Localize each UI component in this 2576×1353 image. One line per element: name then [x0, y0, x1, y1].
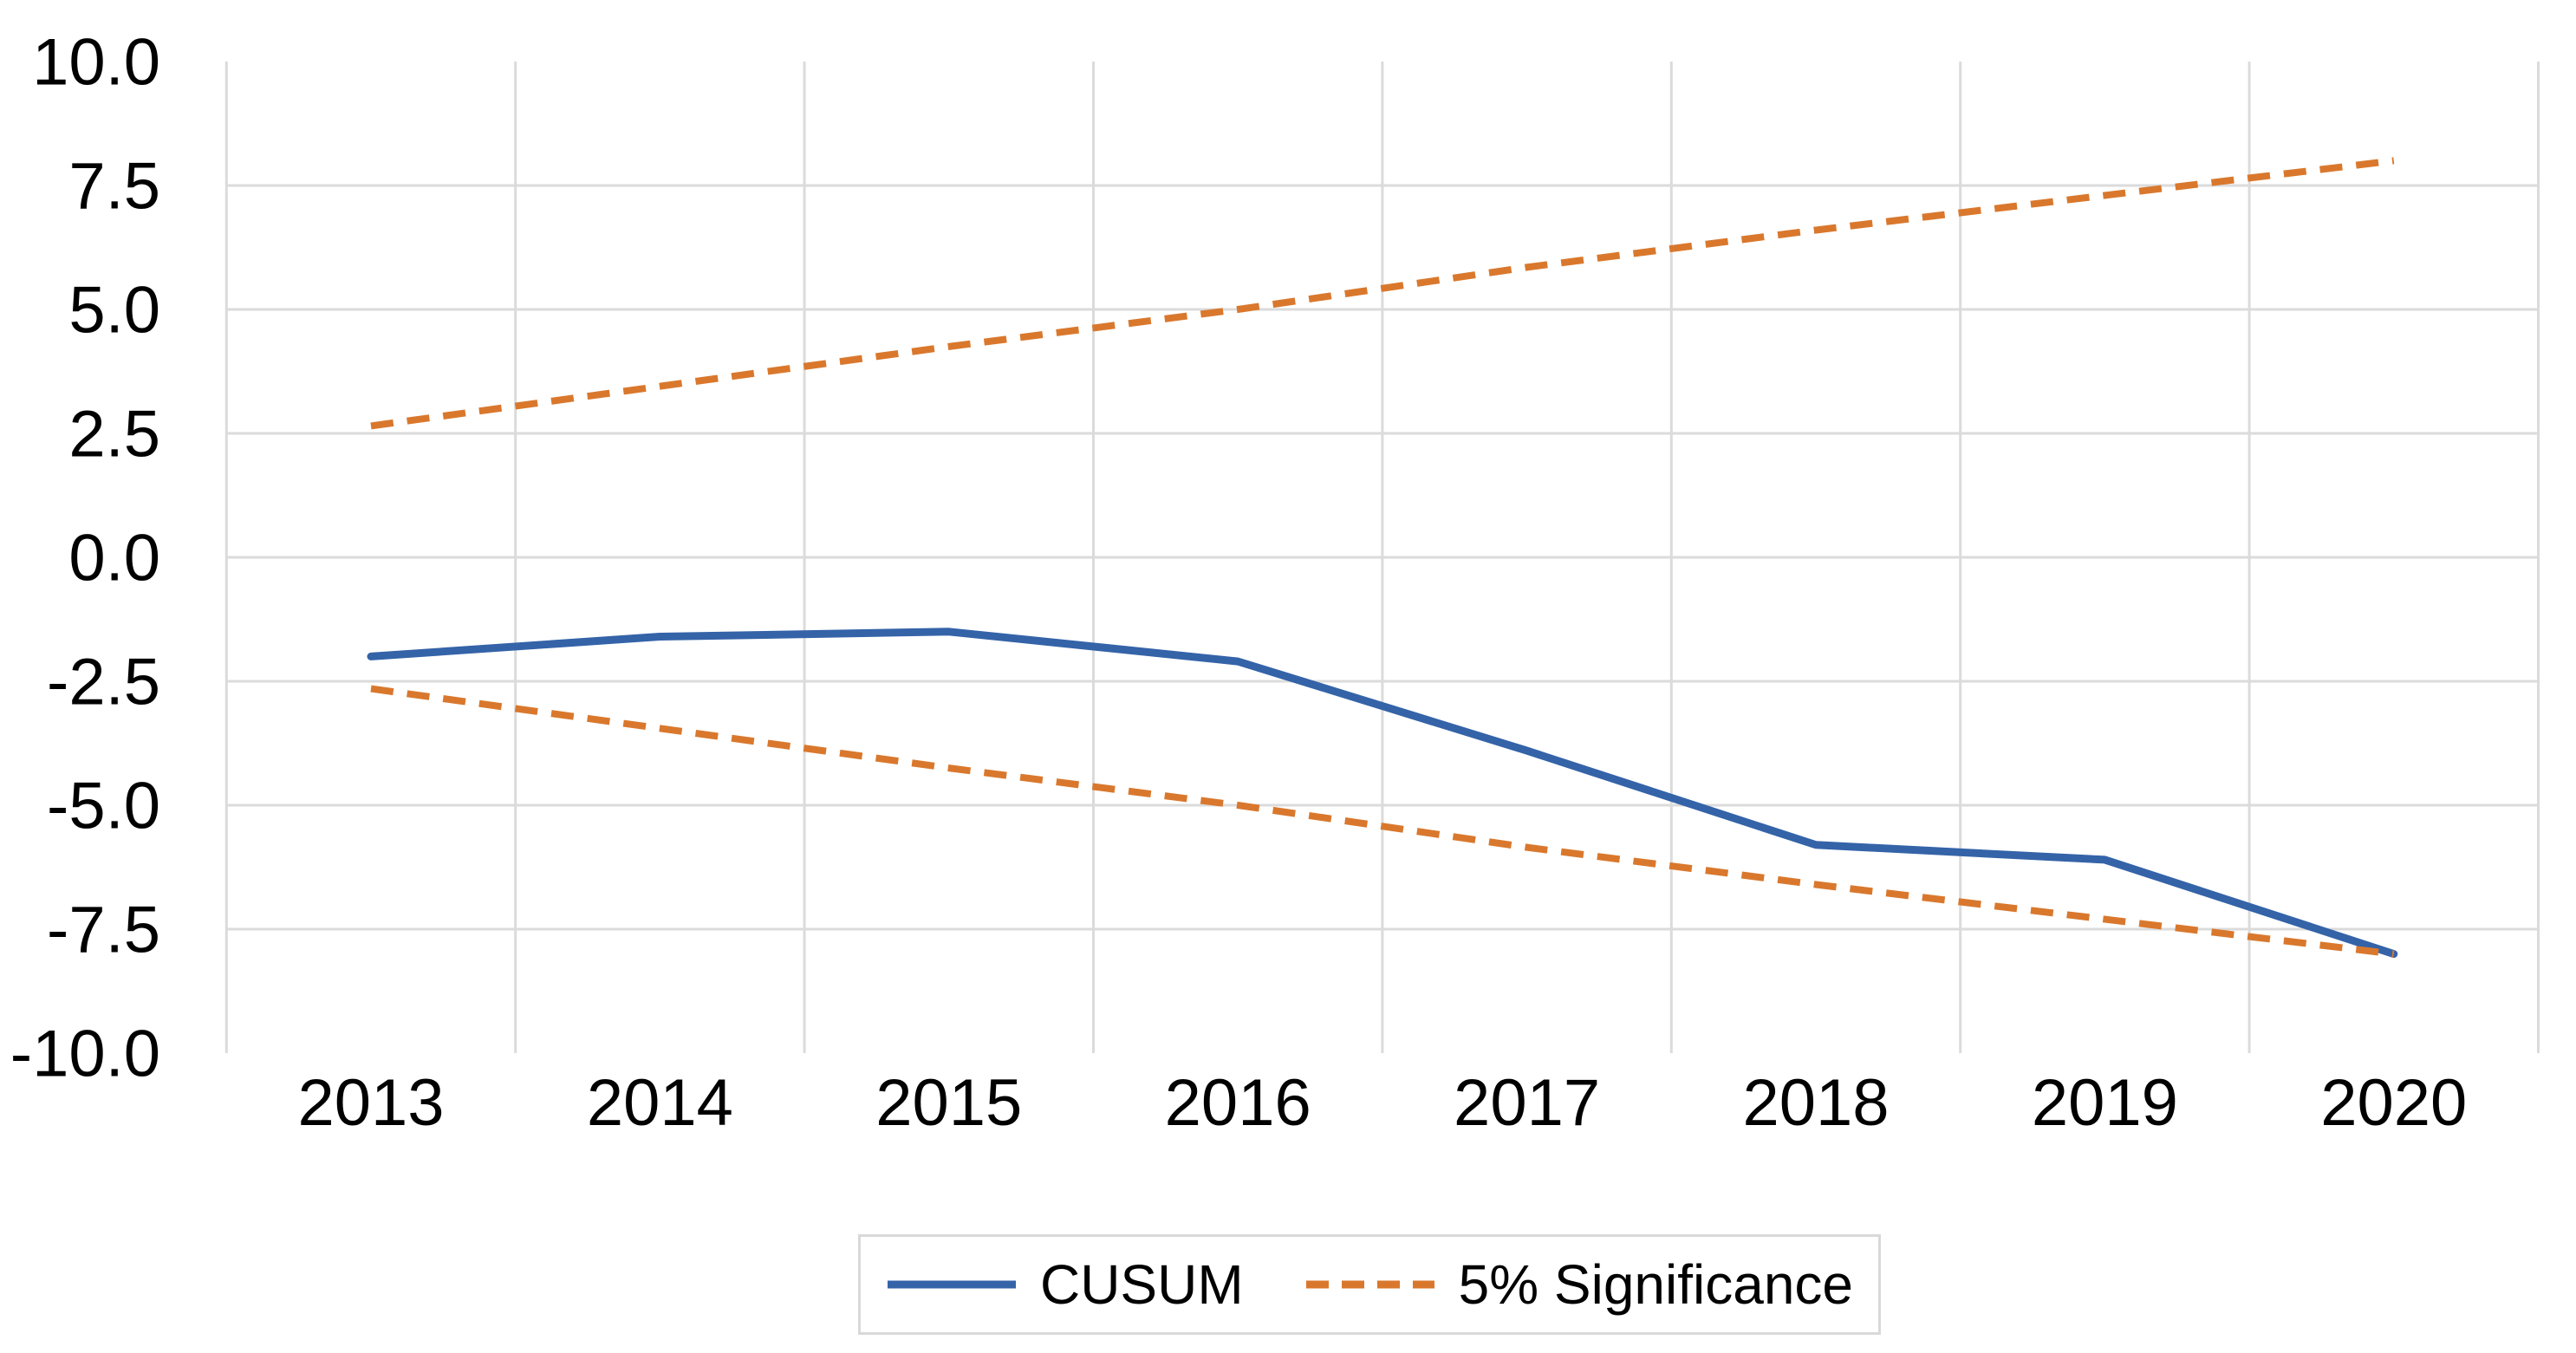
x-axis-tick-label: 2013 [297, 1066, 444, 1140]
legend-item-cusum: CUSUM [886, 1252, 1244, 1317]
legend-significance-line-swatch [1305, 1280, 1434, 1289]
x-axis-tick-label: 2017 [1454, 1066, 1600, 1140]
y-axis-tick-label: 10.0 [32, 26, 160, 100]
chart-legend: CUSUM 5% Significance [858, 1234, 1881, 1335]
x-axis-tick-label: 2020 [2320, 1066, 2467, 1140]
y-axis-tick-label: -10.0 [10, 1018, 160, 1091]
series-line-5-significance-upper- [370, 157, 2395, 430]
x-axis-tick-label: 2019 [2032, 1066, 2178, 1140]
y-axis-tick-label: 0.0 [68, 522, 160, 595]
legend-significance-label: 5% Significance [1458, 1253, 1854, 1316]
y-axis-tick-label: 7.5 [68, 150, 160, 224]
x-axis-tick-label: 2014 [587, 1066, 733, 1140]
y-axis-tick-label: 2.5 [68, 398, 160, 472]
x-axis-tick-label: 2016 [1165, 1066, 1311, 1140]
y-axis-tick-label: -2.5 [47, 646, 160, 719]
series-line-5-significance-lower- [370, 685, 2395, 958]
y-axis-tick-label: -7.5 [47, 894, 160, 967]
x-axis-tick-label: 2018 [1742, 1066, 1889, 1140]
y-axis-tick-label: 5.0 [68, 274, 160, 348]
legend-cusum-line-swatch [887, 1280, 1016, 1289]
x-axis-tick-label: 2015 [875, 1066, 1022, 1140]
y-axis-tick-label: -5.0 [47, 770, 160, 843]
series-line-cusum [367, 628, 2398, 959]
legend-item-significance: 5% Significance [1304, 1252, 1853, 1317]
legend-cusum-label: CUSUM [1039, 1253, 1244, 1316]
